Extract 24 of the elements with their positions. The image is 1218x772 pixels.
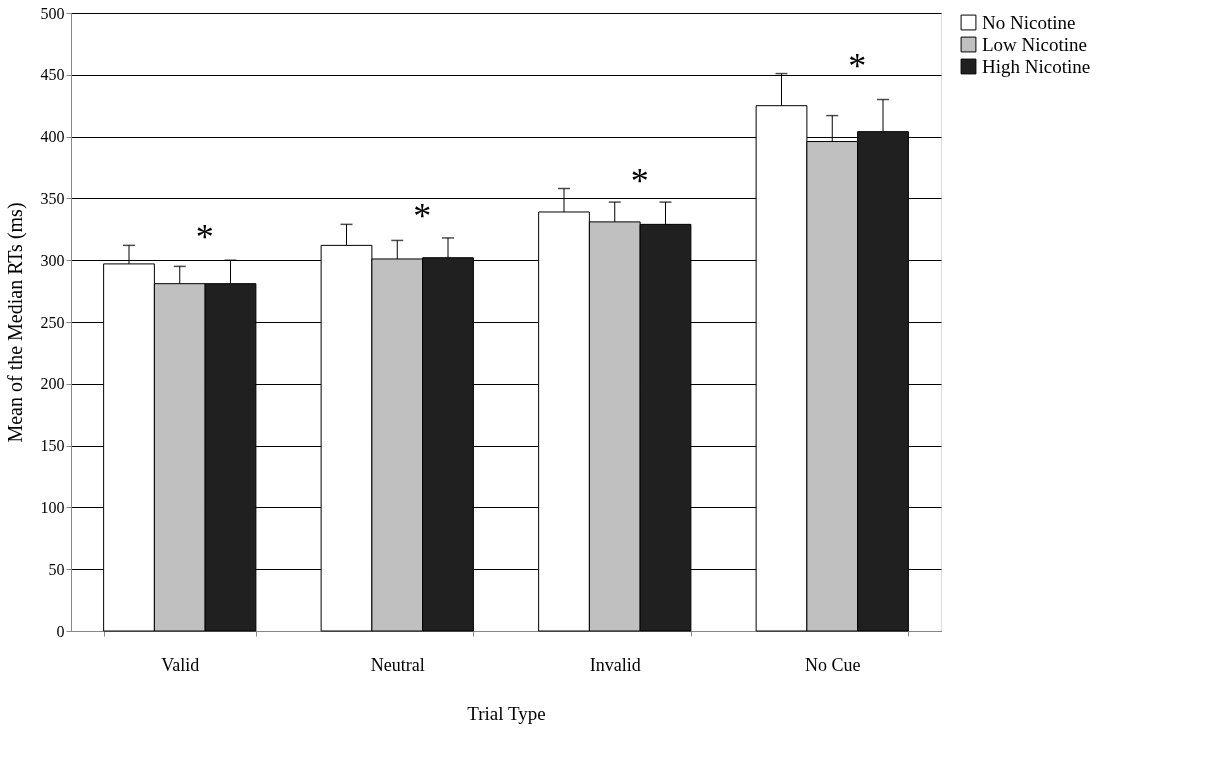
y-tick-label: 0 — [56, 622, 65, 640]
y-tick-label: 250 — [40, 313, 65, 331]
y-tick-label: 100 — [40, 498, 65, 516]
y-tick-label: 500 — [40, 4, 65, 22]
y-tick-label: 200 — [40, 375, 65, 393]
x-tick-label: No Cue — [805, 654, 861, 675]
y-tick-label: 450 — [40, 66, 65, 84]
x-tick-label: Neutral — [370, 654, 425, 675]
x-tick-label: Valid — [161, 654, 200, 675]
y-tick-label: 350 — [40, 189, 65, 207]
y-tick-label: 50 — [48, 560, 65, 578]
legend-label: No Nicotine — [982, 11, 1076, 33]
annotation: * — [848, 45, 867, 86]
annotation: * — [413, 196, 432, 237]
y-tick-label: 150 — [40, 437, 65, 455]
y-axis-title: Mean of the Median RTs (ms) — [3, 202, 27, 443]
annotation: * — [195, 217, 214, 258]
y-tick-label: 300 — [40, 251, 65, 269]
legend-label: High Nicotine — [982, 55, 1091, 77]
y-tick-label: 400 — [40, 128, 65, 146]
legend-label: Low Nicotine — [982, 33, 1088, 55]
x-axis-title: Trial Type — [467, 702, 546, 724]
annotation: * — [630, 160, 649, 201]
x-tick-label: Invalid — [589, 654, 641, 675]
